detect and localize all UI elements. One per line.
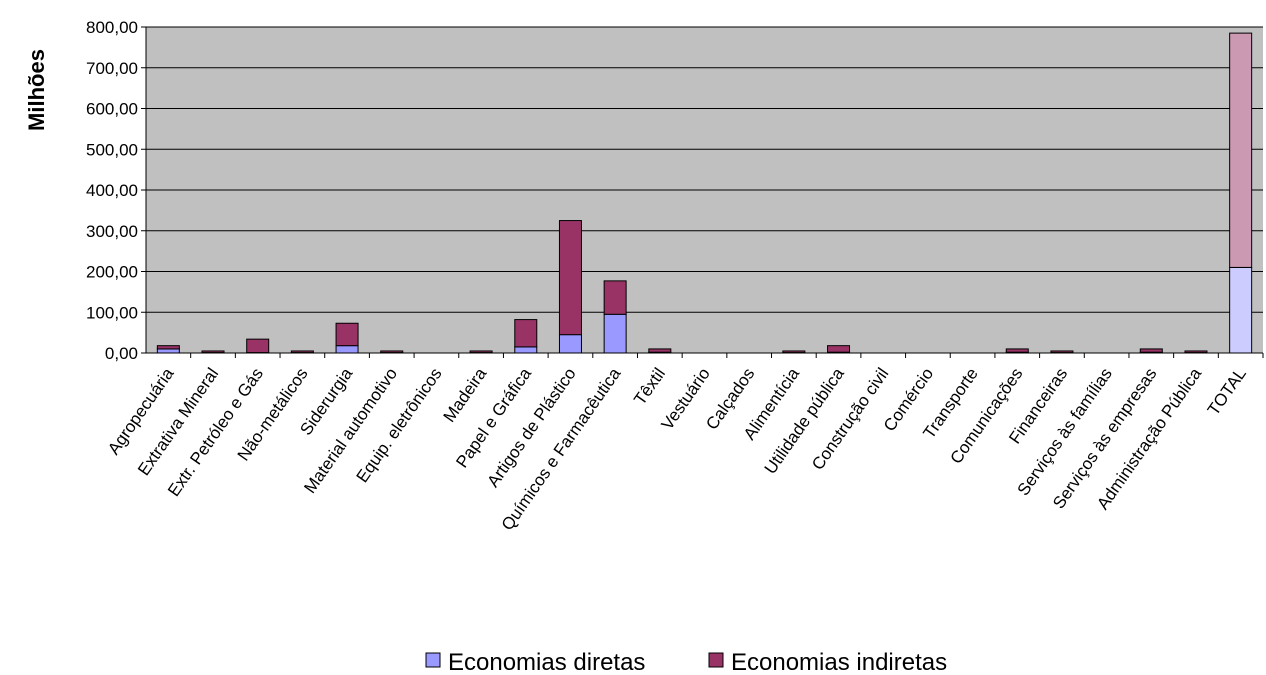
bar-indirect (1184, 350, 1208, 354)
bar-direct (603, 313, 627, 354)
y-tick-label: 600,00 (86, 100, 138, 119)
bar-indirect (1005, 348, 1029, 353)
legend: Economias diretas Economias indiretas (425, 649, 947, 675)
category-label: TOTAL (1204, 364, 1250, 418)
bar-direct (514, 346, 538, 354)
bar-indirect (201, 350, 225, 354)
y-tick-label: 400,00 (86, 181, 138, 200)
bar-indirect (603, 280, 627, 315)
bar-indirect (1139, 348, 1163, 353)
bar-indirect (469, 350, 493, 354)
y-tick-label: 500,00 (86, 140, 138, 159)
bar-indirect (246, 338, 270, 354)
bar-indirect (335, 322, 359, 347)
y-axis-label: Milhões (24, 49, 49, 131)
y-tick-label: 700,00 (86, 59, 138, 78)
category-label: Equip. eletrônicos (353, 364, 446, 486)
gridlines (141, 26, 1263, 354)
bars (156, 32, 1253, 354)
bar-indirect (156, 345, 180, 350)
y-tick-label: 100,00 (86, 303, 138, 322)
y-tick-label: 200,00 (86, 263, 138, 282)
legend-label-indirect: Economias indiretas (731, 649, 947, 675)
y-tick-label: 300,00 (86, 222, 138, 241)
bar-direct (558, 334, 582, 354)
y-tick-label: 0,00 (105, 344, 138, 363)
category-label: Têxtil (630, 364, 669, 408)
bar-indirect (380, 350, 404, 354)
bar-indirect (648, 348, 672, 353)
bar-indirect (827, 345, 851, 353)
bar-direct (156, 348, 180, 354)
bar-indirect (558, 220, 582, 336)
bar-indirect (290, 350, 314, 354)
legend-swatch-indirect (708, 652, 724, 668)
legend-swatch-direct (425, 652, 441, 668)
bar-indirect (1229, 32, 1253, 268)
bar-indirect (1050, 350, 1074, 354)
bar-indirect (782, 350, 806, 354)
bar-indirect (514, 319, 538, 348)
bar-direct (335, 345, 359, 354)
y-axis-tick-labels: 0,00 100,00 200,00 300,00 400,00 500,00 600,00… (86, 18, 138, 363)
y-tick-label: 800,00 (86, 18, 138, 37)
category-label: Extrativa Mineral (134, 364, 222, 479)
legend-label-direct: Economias diretas (448, 649, 645, 675)
bar-direct (1229, 266, 1253, 354)
category-label: Utilidade pública (761, 364, 848, 478)
